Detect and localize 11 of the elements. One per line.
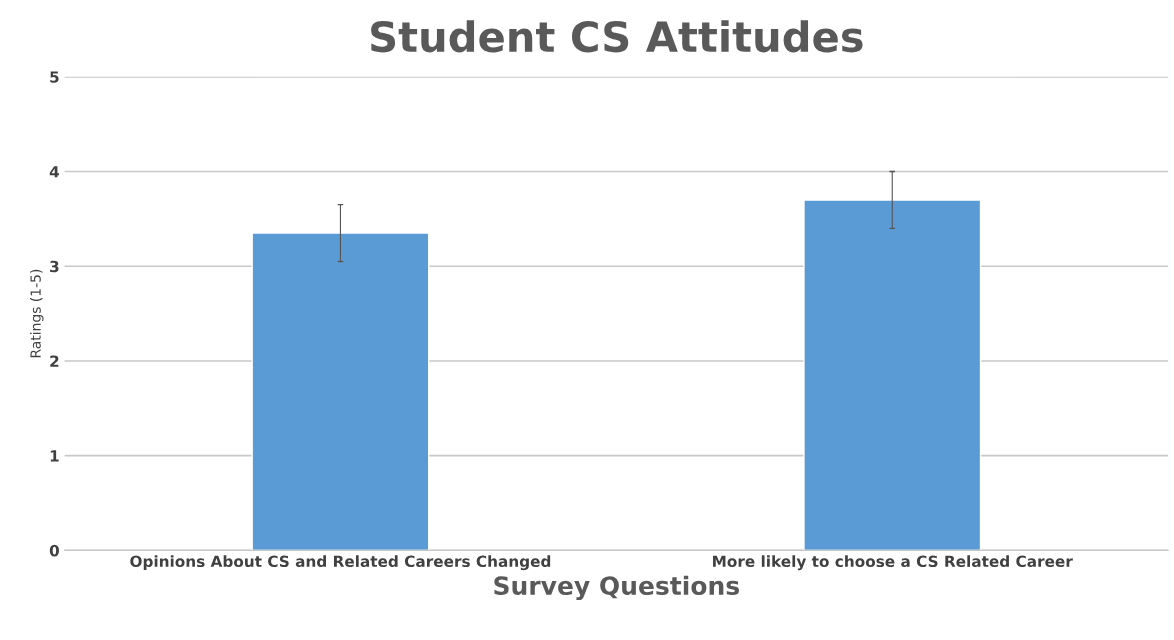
y-tick-label: 2: [50, 355, 59, 367]
y-tick-label: 1: [50, 450, 59, 462]
y-tick-label: 5: [50, 71, 59, 83]
y-tick-label: 4: [49, 166, 60, 178]
x-tick-label: Opinions About CS and Related Careers Changed: [130, 555, 551, 571]
y-tick-label: 3: [50, 260, 59, 273]
chart-title: Student CS Attitudes: [371, 20, 863, 53]
x-tick-label: More likely to choose a CS Related Career: [713, 555, 1073, 571]
y-tick-label: 0: [49, 544, 59, 557]
x-axis-title: Survey Questions: [494, 575, 739, 601]
y-axis-title: Ratings (1-5): [30, 269, 44, 358]
